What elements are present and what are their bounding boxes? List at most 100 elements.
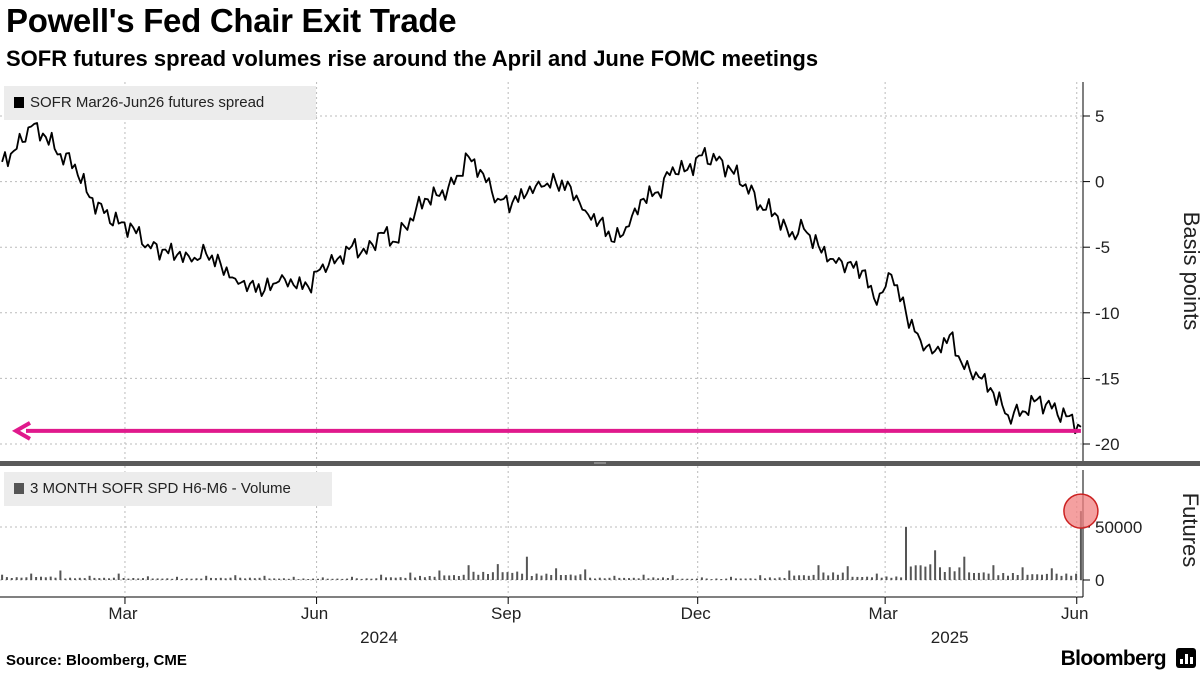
volume-y-axis-title: Futures xyxy=(1178,492,1200,568)
volume-bar xyxy=(603,578,606,580)
volume-bar xyxy=(871,577,873,580)
chart-area: Mar Jun Sep Dec Mar Jun 2024 2025 5 0 -5 -10 -15 -20 0… xyxy=(0,82,1200,645)
x-tick-label: Dec xyxy=(681,604,712,623)
volume-bar xyxy=(963,556,966,580)
volume-bar xyxy=(846,566,849,580)
volume-bar xyxy=(856,576,859,580)
volume-bar xyxy=(219,577,222,580)
volume-bar xyxy=(861,577,864,580)
volume-bar xyxy=(754,578,757,580)
volume-bar xyxy=(180,578,183,580)
volume-bar xyxy=(817,565,820,580)
spread-legend-label: SOFR Mar26-Jun26 futures spread xyxy=(30,94,265,111)
volume-bar xyxy=(137,578,140,580)
volume-bar xyxy=(671,575,674,580)
volume-bar xyxy=(841,572,844,580)
volume-bar xyxy=(642,574,645,580)
volume-bar xyxy=(69,577,72,580)
volume-bar xyxy=(710,579,713,580)
volume-bar xyxy=(287,578,290,580)
volume-bar xyxy=(54,577,57,580)
volume-bar xyxy=(1045,573,1048,580)
volume-bar xyxy=(885,576,888,580)
volume-bar xyxy=(59,570,62,580)
y-tick-label-lower: 50000 xyxy=(1095,518,1142,537)
volume-bar xyxy=(433,576,436,580)
volume-bar xyxy=(1070,575,1073,580)
volume-bar xyxy=(900,577,903,580)
volume-bar xyxy=(545,573,548,580)
volume-bar xyxy=(443,575,446,580)
volume-bar xyxy=(365,578,368,580)
pink-arrow-head xyxy=(11,421,31,441)
volume-bar xyxy=(268,578,271,580)
volume-bar xyxy=(491,572,494,580)
volume-bar xyxy=(448,575,451,580)
volume-bar xyxy=(98,578,101,580)
volume-bar xyxy=(657,578,660,580)
volume-bar xyxy=(375,578,378,580)
volume-bar xyxy=(127,578,130,580)
volume-bar xyxy=(802,575,805,580)
volume-bar xyxy=(108,578,110,580)
volume-bar xyxy=(1007,575,1009,580)
volume-bar xyxy=(550,575,553,580)
volume-bar xyxy=(380,574,383,580)
volume-bar xyxy=(282,578,285,580)
source-note: Source: Bloomberg, CME xyxy=(6,652,187,669)
volume-bar xyxy=(88,575,91,580)
volume-bar xyxy=(715,578,718,580)
volume-bar xyxy=(637,578,640,580)
volume-bar xyxy=(807,575,810,580)
volume-bar xyxy=(321,577,324,580)
volume-bar xyxy=(336,578,339,580)
volume-bar xyxy=(142,578,144,580)
volume-bar xyxy=(74,578,76,580)
volume-bar xyxy=(341,578,344,580)
volume-bar xyxy=(1075,573,1078,580)
volume-bar xyxy=(905,527,907,580)
volume-bar xyxy=(224,578,227,580)
volume-bar xyxy=(122,578,125,580)
volume-bar xyxy=(613,575,616,580)
volume-bar xyxy=(924,566,927,580)
volume-bar xyxy=(525,556,528,580)
volume-bar xyxy=(394,577,397,580)
x-tick-label: Jun xyxy=(1061,604,1088,623)
y-tick-label-upper: 0 xyxy=(1095,173,1104,192)
volume-bar xyxy=(117,573,120,580)
volume-bar xyxy=(263,575,266,580)
volume-bar xyxy=(647,578,650,580)
volume-bar xyxy=(836,574,839,580)
volume-bar xyxy=(438,570,441,580)
volume-bar xyxy=(623,577,626,580)
volume-bar xyxy=(764,578,766,580)
volume-bar xyxy=(496,564,499,580)
volume-bar xyxy=(258,577,261,580)
volume-bar xyxy=(210,577,212,580)
volume-bar xyxy=(594,578,596,580)
volume-bar xyxy=(943,572,946,580)
y-tick-label-upper: -5 xyxy=(1095,238,1110,257)
volume-bar xyxy=(132,578,135,580)
volume-bar xyxy=(423,577,426,580)
volume-bar xyxy=(827,575,830,580)
spread-series-line xyxy=(1,122,1082,435)
x-tick-label: Mar xyxy=(108,604,138,623)
bloomberg-chart-icon xyxy=(1176,648,1196,668)
volume-bar xyxy=(166,578,169,580)
volume-bar xyxy=(734,578,737,580)
volume-bar xyxy=(686,578,689,580)
volume-bar xyxy=(171,578,174,580)
volume-bar xyxy=(875,573,878,580)
y-tick-label-upper: -15 xyxy=(1095,369,1120,388)
x-year-label: 2025 xyxy=(931,628,969,645)
volume-bar xyxy=(457,576,460,580)
volume-bar xyxy=(20,577,23,580)
volume-bar xyxy=(190,578,193,580)
volume-bar xyxy=(866,576,869,580)
x-tick-label: Sep xyxy=(491,604,521,623)
volume-bar xyxy=(49,576,52,580)
volume-bar xyxy=(214,578,217,580)
volume-bar xyxy=(78,577,81,580)
